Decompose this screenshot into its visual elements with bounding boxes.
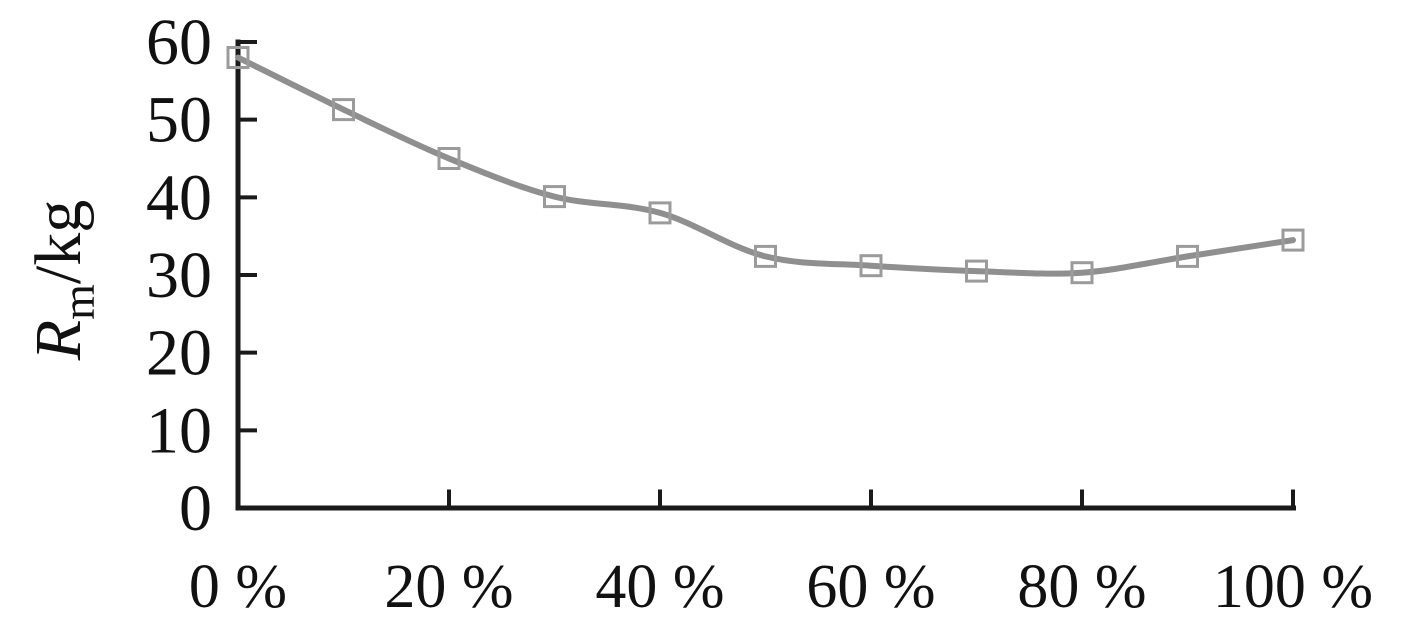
x-tick-label: 100 % xyxy=(1213,553,1373,621)
data-point-marker xyxy=(648,201,672,225)
y-tick-label: 10 xyxy=(146,394,212,467)
y-axis-title: Rm/kg xyxy=(22,200,104,361)
data-point-marker xyxy=(437,147,461,170)
y-tick-label: 40 xyxy=(146,161,212,234)
data-point-marker xyxy=(965,259,988,283)
y-tick-label: 30 xyxy=(146,239,212,312)
data-point-marker xyxy=(754,244,777,268)
data-point-marker xyxy=(1070,261,1094,285)
data-point-marker xyxy=(226,46,250,69)
y-tick-label: 0 xyxy=(179,472,212,545)
data-line xyxy=(235,54,1296,277)
x-tick-label: 80 % xyxy=(1017,553,1146,621)
data-point-marker xyxy=(1281,228,1305,252)
data-point-marker xyxy=(859,254,883,278)
data-point-marker xyxy=(332,98,355,122)
x-tick-label: 60 % xyxy=(806,553,935,621)
x-tick-label: 0 % xyxy=(189,553,287,621)
axes-frame xyxy=(235,39,1296,511)
y-tick-label: 60 xyxy=(146,6,212,79)
y-tick-label: 50 xyxy=(146,84,212,157)
data-point-marker xyxy=(1176,244,1199,268)
x-tick-label: 40 % xyxy=(595,553,724,621)
y-tick-label: 20 xyxy=(146,317,212,390)
data-point-marker xyxy=(543,185,566,209)
x-tick-label: 20 % xyxy=(384,553,513,621)
